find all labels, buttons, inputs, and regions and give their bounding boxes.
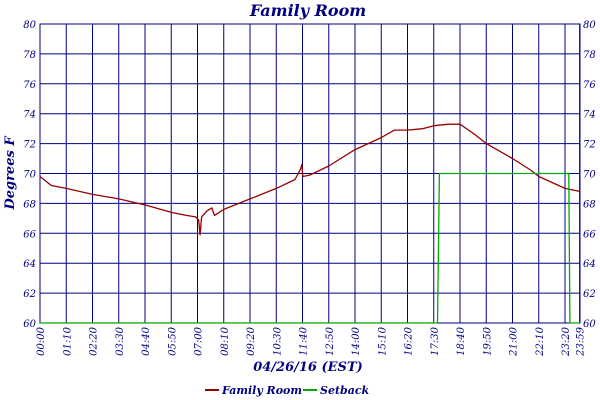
- y-tick-label: 76: [23, 80, 36, 91]
- y-tick-label-right: 64: [583, 259, 596, 270]
- legend-label: Setback: [320, 384, 370, 397]
- y-tick-label-right: 68: [583, 199, 596, 210]
- y-tick-label: 62: [23, 289, 36, 300]
- x-tick-label: 05:50: [167, 326, 178, 355]
- x-tick-label: 12:50: [325, 326, 336, 355]
- x-tick-label: 14:00: [351, 326, 362, 355]
- x-tick-label: 17:30: [430, 326, 441, 355]
- x-tick-label: 23:59: [576, 326, 587, 356]
- y-tick-label-right: 62: [583, 289, 596, 300]
- series-layer: [39, 123, 580, 324]
- y-tick-label-right: 74: [583, 110, 596, 121]
- y-tick-label: 68: [23, 199, 36, 210]
- x-tick-label: 08:10: [220, 326, 231, 355]
- x-tick-label: 21:00: [509, 326, 520, 356]
- x-axis-title: 04/26/16 (EST): [253, 360, 363, 375]
- x-tick-label: 22:10: [535, 326, 546, 356]
- y-tick-label-right: 60: [583, 319, 596, 330]
- x-tick-label: 18:40: [456, 326, 467, 355]
- series-line-family-room: [39, 123, 580, 236]
- x-tick-label: 07:00: [194, 326, 205, 355]
- x-tick-label: 19:50: [482, 326, 493, 355]
- y-tick-label: 64: [23, 259, 36, 270]
- y-tick-label: 60: [23, 319, 36, 330]
- y-tick-label-right: 80: [583, 20, 596, 31]
- x-tick-label: 03:30: [115, 326, 126, 355]
- y-axis-right: 60 62 64 66 68 70 72 74 76 78 80: [583, 20, 596, 330]
- x-tick-label: 11:40: [299, 326, 310, 355]
- y-tick-label-right: 70: [583, 170, 596, 181]
- series-line-setback: [40, 172, 580, 324]
- x-tick-label: 04:40: [141, 326, 152, 355]
- y-axis-title: Degrees F: [3, 136, 18, 211]
- x-tick-label: 00:00: [36, 326, 47, 355]
- y-tick-label: 66: [23, 229, 36, 240]
- x-tick-label: 16:20: [404, 326, 415, 355]
- x-tick-label: 09:20: [246, 326, 257, 355]
- y-tick-label: 80: [23, 20, 36, 31]
- x-tick-label: 23:20: [561, 326, 572, 356]
- y-tick-label-right: 78: [583, 50, 596, 61]
- y-tick-label-right: 76: [583, 80, 596, 91]
- y-tick-label-right: 72: [583, 140, 596, 151]
- x-axis: 00:00 01:10 02:20 03:30 04:40 05:50 07:00 08:10…: [36, 326, 587, 356]
- chart-title: Family Room: [249, 1, 366, 20]
- y-tick-label: 72: [23, 140, 36, 151]
- y-tick-label: 70: [23, 170, 36, 181]
- legend: Family Room Setback: [205, 384, 370, 397]
- x-tick-label: 01:10: [62, 326, 73, 355]
- y-tick-label: 74: [23, 110, 36, 121]
- x-tick-label: 02:20: [89, 326, 100, 355]
- y-tick-label-right: 66: [583, 229, 596, 240]
- x-tick-label: 10:30: [272, 326, 283, 355]
- y-axis-left: 60 62 64 66 68 70 72 74 76 78 80: [23, 20, 36, 330]
- legend-label: Family Room: [221, 384, 302, 397]
- y-tick-label: 78: [23, 50, 36, 61]
- x-tick-label: 15:10: [377, 326, 388, 355]
